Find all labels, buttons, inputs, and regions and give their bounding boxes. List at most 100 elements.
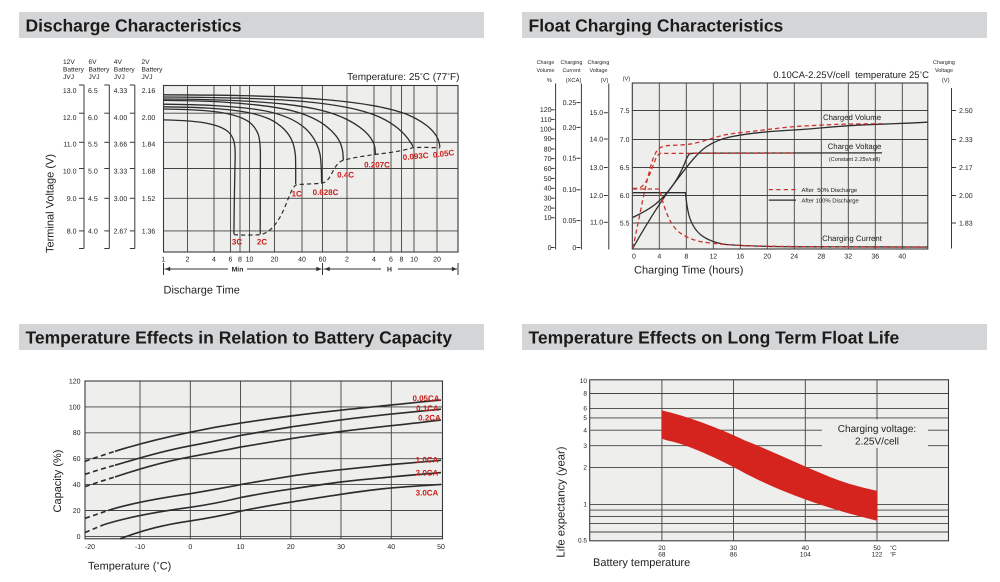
svg-text:100: 100 [69,404,81,411]
svg-text:3.0CA: 3.0CA [416,488,439,497]
svg-text:°F: °F [890,552,896,559]
svg-text:Battery temperature: Battery temperature [593,557,690,569]
svg-text:8: 8 [684,254,688,261]
svg-text:80: 80 [73,430,81,437]
svg-text:60: 60 [544,166,552,173]
svg-text:2: 2 [186,257,190,264]
svg-text:30: 30 [337,544,345,551]
svg-text:100: 100 [540,127,552,134]
svg-text:60: 60 [73,456,81,463]
svg-text:(Constant 2.25v/cell): (Constant 2.25v/cell) [829,156,880,163]
svg-text:2.00: 2.00 [959,193,973,200]
svg-text:120: 120 [540,107,552,114]
svg-text:0.4C: 0.4C [337,171,354,180]
svg-text:13.0: 13.0 [63,88,77,95]
svg-text:2.67: 2.67 [114,229,128,236]
svg-text:%: % [547,77,552,84]
svg-text:(V): (V) [601,77,609,84]
svg-text:10.0: 10.0 [63,169,77,176]
svg-text:7.0: 7.0 [620,137,630,144]
svg-text:16: 16 [736,254,744,261]
svg-text:40: 40 [544,186,552,193]
svg-text:1.52: 1.52 [142,196,156,203]
svg-text:10: 10 [580,378,588,385]
svg-text:Temperature Effects on Long Te: Temperature Effects on Long Term Float L… [529,328,900,348]
svg-text:8.0: 8.0 [67,229,77,236]
svg-text:3.00: 3.00 [114,196,128,203]
svg-text:0.15: 0.15 [563,156,577,163]
svg-text:20: 20 [433,257,441,264]
svg-text:Charging Current: Charging Current [822,234,883,243]
svg-text:2C: 2C [257,238,267,247]
svg-text:10: 10 [237,544,245,551]
svg-text:50: 50 [437,544,445,551]
svg-text:4: 4 [372,257,376,264]
svg-text:24: 24 [790,254,798,261]
svg-text:110: 110 [540,117,551,124]
svg-text:Capacity (%): Capacity (%) [52,450,64,513]
svg-text:0.05: 0.05 [563,218,577,225]
svg-text:0.25: 0.25 [563,100,577,107]
svg-text:0: 0 [572,245,576,252]
svg-text:60: 60 [319,257,327,264]
svg-text:30: 30 [730,545,738,552]
svg-text:Charging Time (hours): Charging Time (hours) [634,265,743,277]
svg-text:0.5: 0.5 [578,538,587,545]
svg-text:50: 50 [544,176,552,183]
svg-text:7.5: 7.5 [620,108,630,115]
svg-text:2.25V/cell: 2.25V/cell [855,436,899,447]
svg-text:20: 20 [73,508,81,515]
svg-text:2.0CA: 2.0CA [416,468,439,477]
svg-text:9.0: 9.0 [67,196,77,203]
svg-text:0: 0 [77,534,81,541]
svg-text:20: 20 [271,257,279,264]
svg-text:8: 8 [238,257,242,264]
svg-text:1C: 1C [292,190,302,199]
svg-text:6: 6 [229,257,233,264]
svg-text:12.0: 12.0 [63,115,77,122]
svg-text:Charge Voltage: Charge Voltage [828,142,882,151]
svg-text:0.05C: 0.05C [432,148,455,160]
svg-text:H: H [387,267,392,274]
svg-text:20: 20 [544,206,552,213]
svg-text:12.0: 12.0 [589,193,603,200]
svg-text:12: 12 [709,254,717,261]
svg-text:4.00: 4.00 [114,115,128,122]
svg-text:0.10: 0.10 [563,187,577,194]
svg-text:0.628C: 0.628C [313,188,339,197]
svg-text:4.0: 4.0 [88,229,98,236]
svg-text:90: 90 [544,136,552,143]
svg-text:5.5: 5.5 [88,142,98,149]
svg-text:1.68: 1.68 [142,169,156,176]
svg-text:Temperature Effects in Relatio: Temperature Effects in Relation to Batte… [26,328,453,348]
svg-text:After 50% Discharge: After 50% Discharge [802,187,858,194]
svg-text:After 100% Discharge: After 100% Discharge [802,197,860,204]
svg-text:4.33: 4.33 [114,88,128,95]
svg-text:8: 8 [400,257,404,264]
svg-text:10: 10 [410,257,418,264]
svg-text:3C: 3C [232,238,242,247]
svg-text:40: 40 [387,544,395,551]
svg-text:68: 68 [658,552,666,559]
svg-text:Charging voltage:: Charging voltage: [838,424,916,435]
svg-text:28: 28 [817,254,825,261]
svg-text:0: 0 [548,245,552,252]
svg-text:4: 4 [583,427,587,434]
svg-text:-10: -10 [135,544,145,551]
svg-text:2.16: 2.16 [142,88,156,95]
svg-text:Min: Min [232,267,244,274]
svg-text:0: 0 [632,254,636,261]
svg-text:5.0: 5.0 [88,169,98,176]
svg-text:14.0: 14.0 [589,136,603,143]
svg-text:Charged Volume: Charged Volume [823,113,881,122]
svg-text:Life expectancy (year): Life expectancy (year) [556,446,568,557]
svg-text:(V): (V) [942,77,950,84]
svg-text:2: 2 [583,465,587,472]
svg-text:°C: °C [890,545,897,552]
svg-text:8: 8 [583,391,587,398]
svg-text:2.00: 2.00 [142,115,156,122]
